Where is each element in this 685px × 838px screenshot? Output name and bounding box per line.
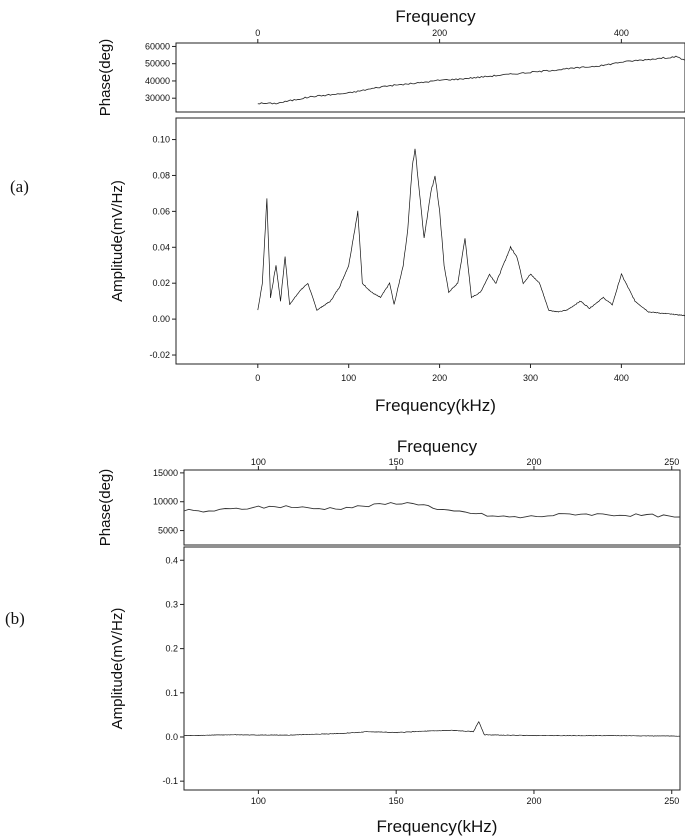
amplitude-tick-label: 0.04 — [152, 242, 170, 252]
panel-a: Frequency Frequency(kHz) Phase(deg) Amplitu… — [97, 7, 685, 415]
phase-tick-label: 50000 — [145, 59, 170, 69]
amplitude-tick-label: 0.1 — [165, 688, 178, 698]
amplitude-tick-label: 0.2 — [165, 644, 178, 654]
top-axis-title: Frequency — [397, 437, 478, 456]
top-tick-label: 200 — [526, 457, 541, 467]
panel-b: Frequency Frequency(kHz) Phase(deg) Amplitu… — [97, 437, 681, 836]
phase-axis-title: Phase(deg) — [97, 39, 114, 117]
panel-label-b: (b) — [5, 609, 25, 628]
phase-frame — [183, 469, 681, 546]
amplitude-axis-title: Amplitude(mV/Hz) — [109, 608, 126, 730]
x-tick-label: 0 — [255, 373, 260, 383]
phase-tick-label: 30000 — [145, 93, 170, 103]
amplitude-tick-label: -0.1 — [162, 776, 178, 786]
top-axis-title: Frequency — [395, 7, 476, 26]
amplitude-frame — [183, 546, 681, 791]
amplitude-tick-label: 0.00 — [152, 314, 170, 324]
amplitude-tick-label: 0.02 — [152, 278, 170, 288]
x-tick-label: 200 — [432, 373, 447, 383]
x-tick-label: 100 — [341, 373, 356, 383]
amplitude-tick-label: 0.06 — [152, 206, 170, 216]
x-axis-title: Frequency(kHz) — [377, 817, 498, 836]
amplitude-tick-label: -0.02 — [149, 350, 170, 360]
amplitude-series-line — [257, 148, 685, 317]
x-tick-label: 300 — [523, 373, 538, 383]
phase-series-line — [183, 502, 681, 519]
phase-tick-label: 15000 — [153, 468, 178, 478]
amplitude-frame — [175, 117, 685, 365]
amplitude-series-line — [183, 720, 681, 737]
amplitude-tick-label: 0.4 — [165, 555, 178, 565]
amplitude-tick-label: 0.10 — [152, 135, 170, 145]
phase-frame — [175, 42, 685, 113]
top-tick-label: 200 — [432, 28, 447, 38]
top-tick-label: 400 — [614, 28, 629, 38]
phase-axis-title: Phase(deg) — [97, 469, 114, 547]
x-tick-label: 400 — [614, 373, 629, 383]
amplitude-tick-label: 0.08 — [152, 170, 170, 180]
phase-tick-label: 10000 — [153, 497, 178, 507]
top-tick-label: 100 — [251, 457, 266, 467]
top-tick-label: 0 — [255, 28, 260, 38]
top-tick-label: 250 — [664, 457, 679, 467]
panel-label-a: (a) — [10, 177, 29, 196]
x-tick-label: 200 — [526, 796, 541, 806]
amplitude-tick-label: 0.0 — [165, 732, 178, 742]
x-tick-label: 100 — [251, 796, 266, 806]
x-tick-label: 250 — [664, 796, 679, 806]
x-axis-title: Frequency(kHz) — [375, 396, 496, 415]
amplitude-axis-title: Amplitude(mV/Hz) — [109, 180, 126, 302]
top-tick-label: 150 — [389, 457, 404, 467]
phase-tick-label: 5000 — [158, 526, 178, 536]
amplitude-tick-label: 0.3 — [165, 599, 178, 609]
phase-tick-label: 40000 — [145, 76, 170, 86]
x-tick-label: 150 — [389, 796, 404, 806]
phase-series-line — [257, 55, 685, 105]
phase-tick-label: 60000 — [145, 41, 170, 51]
